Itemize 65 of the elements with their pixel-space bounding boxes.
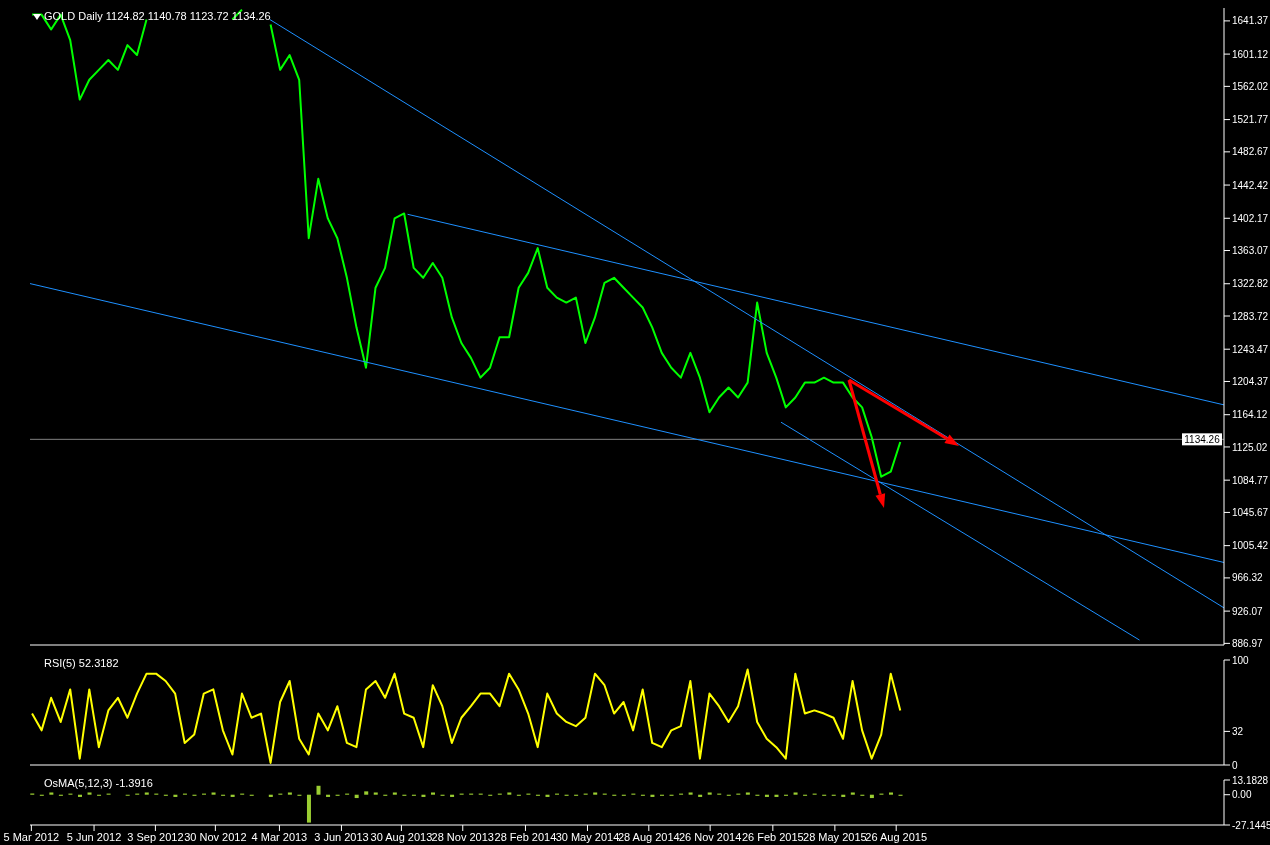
y-tick-label: 0 xyxy=(1232,759,1238,771)
y-tick-label: 1322.82 xyxy=(1232,278,1269,290)
x-tick-label: 3 Sep 2012 xyxy=(127,830,184,843)
bar xyxy=(144,792,149,795)
x-tick-label: 5 Jun 2012 xyxy=(66,830,122,843)
y-tick-label: 1562.02 xyxy=(1232,80,1269,92)
line-series xyxy=(31,668,902,764)
y-tick-label: 926.07 xyxy=(1232,605,1264,617)
y-tick-label: 1482.67 xyxy=(1232,146,1269,158)
chart-title: RSI(5) 52.3182 xyxy=(44,657,119,669)
x-tick-label: 30 May 2014 xyxy=(555,830,620,843)
y-tick-label: 13.1828 xyxy=(1232,774,1269,786)
y-tick-label: 1204.37 xyxy=(1232,376,1269,388)
y-tick-label: 1641.37 xyxy=(1232,15,1269,27)
y-tick-label: 1283.72 xyxy=(1232,310,1269,322)
bar xyxy=(287,792,292,795)
y-tick-label: 966.32 xyxy=(1232,572,1264,584)
bar xyxy=(888,792,893,795)
bar xyxy=(87,792,92,795)
y-tick-label: 1442.42 xyxy=(1232,179,1269,191)
y-tick-label: 1521.77 xyxy=(1232,114,1269,126)
x-tick-label: 3 Jun 2013 xyxy=(314,830,369,843)
bar xyxy=(316,785,321,795)
chart-title: OsMA(5,12,3) -1.3916 xyxy=(44,777,153,789)
y-tick-label: 1084.77 xyxy=(1232,474,1269,486)
y-tick-label: 1164.12 xyxy=(1232,409,1268,421)
x-tick-label: 30 Nov 2012 xyxy=(184,830,247,843)
y-tick-label: 0.00 xyxy=(1232,789,1252,801)
y-tick-label: 1125.02 xyxy=(1232,441,1268,453)
y-tick-label: 1243.47 xyxy=(1232,343,1269,355)
y-tick-label: 32 xyxy=(1232,725,1244,737)
bar xyxy=(392,792,397,795)
bar xyxy=(354,794,359,799)
bar xyxy=(707,792,712,795)
bar xyxy=(745,792,750,795)
x-tick-label: 30 Aug 2013 xyxy=(370,830,433,843)
ref-line-label: 1134.26 xyxy=(1184,434,1221,446)
y-tick-label: 1005.42 xyxy=(1232,540,1269,552)
y-tick-label: 1601.12 xyxy=(1232,48,1269,60)
x-tick-label: 26 Aug 2015 xyxy=(865,830,928,843)
bar xyxy=(688,792,693,795)
bar xyxy=(593,792,598,795)
x-tick-label: 28 Aug 2014 xyxy=(617,830,680,843)
bar xyxy=(850,792,855,795)
bar xyxy=(793,792,798,795)
bar xyxy=(507,792,512,795)
bar xyxy=(211,792,216,795)
x-tick-label: 26 Feb 2015 xyxy=(741,830,804,843)
bar xyxy=(431,792,435,795)
x-tick-label: 28 Nov 2013 xyxy=(431,830,494,843)
bar xyxy=(373,792,378,795)
x-tick-label: 4 Mar 2013 xyxy=(251,830,308,843)
x-tick-label: 5 Mar 2012 xyxy=(3,830,60,843)
y-tick-label: 1363.07 xyxy=(1232,245,1269,257)
y-tick-label: 1045.67 xyxy=(1232,506,1269,518)
x-tick-label: 28 Feb 2014 xyxy=(494,830,557,843)
bar xyxy=(869,794,874,799)
bar xyxy=(49,792,54,795)
bar xyxy=(364,791,369,795)
y-tick-label: 1402.17 xyxy=(1232,212,1269,224)
x-tick-label: 26 Nov 2014 xyxy=(678,830,742,843)
bar xyxy=(306,794,311,823)
y-tick-label: 886.97 xyxy=(1232,637,1264,649)
y-tick-label: 100 xyxy=(1232,654,1250,666)
x-tick-label: 28 May 2015 xyxy=(803,830,867,843)
